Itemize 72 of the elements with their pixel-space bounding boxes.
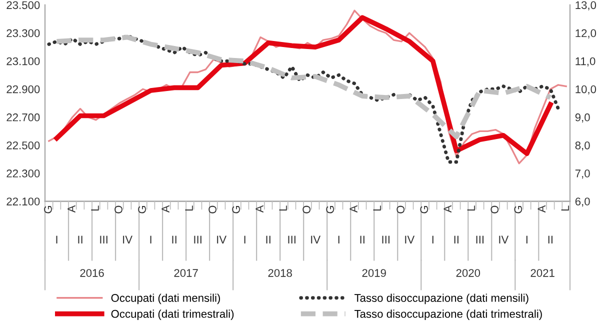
x-tick-label: G <box>232 206 240 214</box>
text: 2017 <box>174 269 198 277</box>
x-tick-label: L <box>91 206 99 210</box>
text: IV <box>499 236 509 244</box>
text: II <box>454 236 458 244</box>
x-tick-label: L <box>561 206 569 210</box>
y-tick-label: 22.500 <box>6 141 40 150</box>
text: II <box>172 236 176 244</box>
text: II <box>360 236 364 244</box>
x-tick-label: L <box>373 206 381 210</box>
text: I <box>56 236 58 244</box>
y2-tick-label: 7,0 <box>575 170 590 179</box>
text: 2020 <box>456 269 480 277</box>
x-tick-label: O <box>114 206 122 214</box>
x-tick-label: G <box>326 206 334 214</box>
y-tick-label: 23.500 <box>6 1 40 10</box>
line-series <box>47 34 560 164</box>
text: I <box>150 236 152 244</box>
x-tick-label: G <box>420 206 428 214</box>
text: 2016 <box>80 269 104 277</box>
y-tick-label: 22.900 <box>6 85 40 94</box>
y-tick-label: 22.100 <box>6 198 40 206</box>
text: I <box>526 236 528 244</box>
x-tick-label: G <box>44 206 52 214</box>
text: III <box>288 236 296 244</box>
y2-tick-label: 11,0 <box>576 57 596 66</box>
text: II <box>266 236 270 244</box>
legend-label: Tasso disoccupazione (dati trimestrali) <box>354 310 542 320</box>
text: II <box>78 236 82 244</box>
y2-tick-label: 6,0 <box>575 198 590 207</box>
y2-tick-label: 9,0 <box>575 113 590 123</box>
y2-tick-label: 10,0 <box>576 85 596 95</box>
y-tick-label: 22.700 <box>6 113 40 122</box>
text: I <box>338 236 340 244</box>
x-tick-label: L <box>279 206 287 210</box>
text: IV <box>217 236 227 244</box>
y-tick-label: 23.100 <box>6 57 40 66</box>
legend-label: Occupati (dati trimestrali) <box>111 310 234 320</box>
legend-label: Occupati (dati mensili) <box>111 294 220 304</box>
legend-label: Tasso disoccupazione (dati mensili) <box>354 294 528 304</box>
text: IV <box>311 236 321 244</box>
text: II <box>548 236 552 244</box>
x-tick-label: O <box>396 206 405 214</box>
text: I <box>244 236 246 244</box>
text: 2018 <box>268 269 292 277</box>
text: III <box>194 236 202 244</box>
text: III <box>382 236 390 244</box>
x-tick-label: A <box>444 205 452 213</box>
text: III <box>100 236 108 244</box>
y2-tick-label: 13,0 <box>576 1 596 10</box>
y-tick-label: 23.300 <box>6 29 40 38</box>
y-tick-label: 22.300 <box>6 170 40 178</box>
x-tick-label: L <box>467 206 475 210</box>
text: IV <box>405 236 415 244</box>
x-tick-label: G <box>138 206 146 214</box>
text: I <box>432 236 434 244</box>
text: 2019 <box>362 269 386 277</box>
text: 2021 <box>530 269 554 277</box>
x-tick-label: G <box>514 206 522 214</box>
x-tick-label: O <box>490 206 499 214</box>
x-tick-label: A <box>538 205 546 213</box>
x-tick-label: L <box>185 206 193 210</box>
x-tick-label: A <box>350 205 358 213</box>
y2-tick-label: 12,0 <box>576 29 596 38</box>
x-tick-label: A <box>256 205 264 213</box>
text: IV <box>123 236 132 244</box>
y2-tick-label: 8,0 <box>575 141 590 151</box>
x-tick-label: A <box>68 205 76 213</box>
x-tick-label: O <box>208 206 216 214</box>
text: III <box>476 236 484 244</box>
x-tick-label: O <box>302 206 310 214</box>
x-tick-label: A <box>162 205 170 213</box>
